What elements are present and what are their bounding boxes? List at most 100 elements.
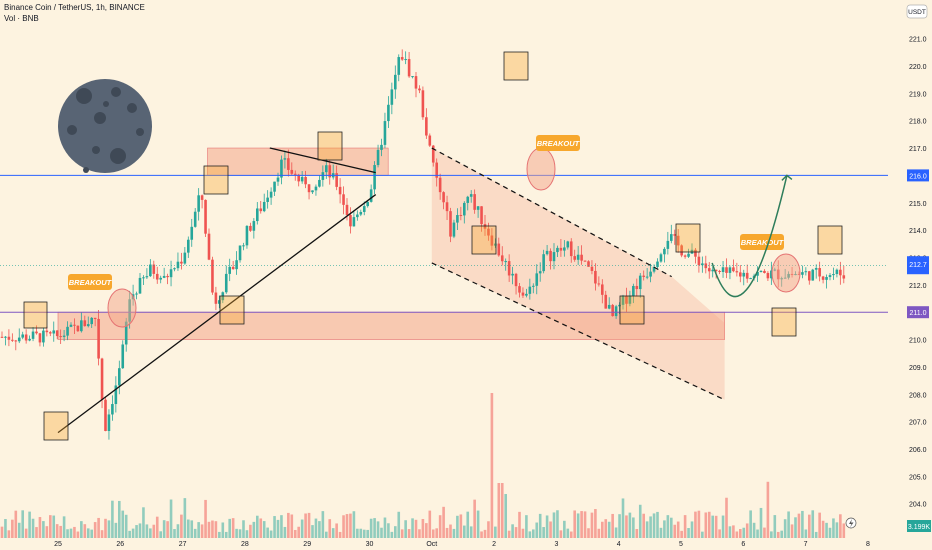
volume-bar [704,512,708,538]
volume-bar [842,523,846,538]
candle-body [342,194,345,205]
last-price-badge [907,256,929,275]
volume-bar [414,519,418,538]
volume-bar [618,514,621,538]
volume-bar [787,511,790,538]
breakout-circle [107,288,137,328]
volume-bar [449,524,452,538]
breakout-label: BREAKOUT [741,238,785,247]
candle-body [569,241,573,257]
breakout-label-bg [536,135,580,151]
moon-crater [94,112,106,124]
volume-bar [638,504,642,538]
volume-bar [783,519,787,538]
volume-bar [397,511,401,538]
volume-bar [663,520,666,538]
candle-body [597,283,601,285]
candle-body [55,330,59,337]
price-tick-label: 210.0 [909,338,927,345]
candle-body [521,292,525,296]
volume-bar [718,529,721,538]
volume-bar [293,529,297,538]
candle-body [287,158,290,170]
volume-bar [135,525,138,538]
volume-bar [304,513,307,538]
volume-bar [445,527,449,538]
volume-bar [55,524,59,538]
candle-body [842,275,846,279]
candle-body [104,399,107,432]
highlight-box [817,225,843,255]
volume-bar [742,527,746,538]
volume-bar [739,529,742,538]
volume-bar [242,520,245,538]
volume-bar [469,526,473,538]
volume-bar [535,522,539,538]
candle-body [811,269,815,281]
channel-upper-line[interactable] [431,147,672,278]
volume-bar [169,499,173,538]
candle-body [625,295,628,304]
candle-body [245,225,249,246]
currency-badge[interactable] [906,4,928,19]
volume-bar [425,523,428,538]
volume-bar [7,530,11,538]
volume-bar [438,515,442,538]
volume-bar [518,511,521,538]
candle-body [766,272,770,279]
candle-body [808,271,811,281]
volume-bar [190,520,194,538]
candle-body [52,330,56,334]
rising-trendline[interactable] [57,194,377,434]
candle-body [438,177,442,193]
candle-body [252,221,256,231]
volume-bar [752,522,756,538]
candle-body [138,277,142,294]
volume-bar [476,510,480,538]
candle-body [763,270,766,273]
candle-body [801,272,804,275]
volume-bar [380,527,383,538]
candle-body [590,266,594,271]
candle-body [518,286,521,293]
candle-body [338,186,342,195]
candle-body [514,273,518,287]
time-tick-label: 7 [804,541,808,548]
candle-body [300,176,304,182]
candle-body [21,334,24,338]
volume-bar [604,519,608,538]
volume-bar [456,515,459,538]
volume-bar [149,528,152,538]
volume-bar [538,513,542,538]
candle-body [663,248,666,255]
projection-curve [711,175,788,298]
candle-body [400,57,404,60]
volume-bar [49,515,52,538]
volume-bar [297,526,300,538]
volume-bar [138,523,142,538]
volume-bar [418,529,421,538]
volume-bar [352,511,356,538]
candle-body [411,76,414,78]
candle-body [718,270,721,272]
volume-bar [97,517,100,538]
candle-body [4,336,7,338]
price-tick-label: 205.0 [909,474,927,481]
volume-bar [625,515,628,538]
time-tick-label: 3 [554,541,558,548]
candle-body [314,186,318,191]
candle-body [376,149,380,166]
candle-body [445,202,449,212]
candle-body [304,176,307,185]
volume-bar [714,515,718,538]
volume-bar [490,393,494,538]
time-axis[interactable] [0,538,932,550]
candle-body [76,325,80,332]
moon-illustration [58,79,152,173]
price-tick-label: 215.0 [909,201,927,208]
candle-body [714,269,718,271]
volume-bar [218,531,221,538]
volume-bar [197,522,200,538]
